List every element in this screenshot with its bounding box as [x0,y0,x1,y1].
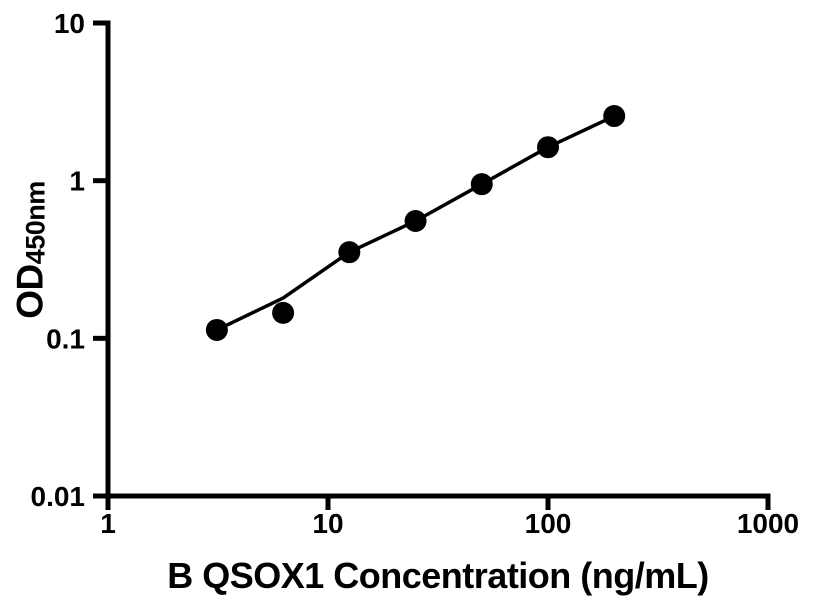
data-point-marker [603,105,626,128]
x-axis-tick-label: 10 [312,508,343,539]
y-axis-title-subscript: 450nm [20,181,51,265]
x-axis-tick-label: 100 [525,508,572,539]
data-point-marker [272,301,295,324]
x-axis-title: B QSOX1 Concentration (ng/mL) [167,555,709,596]
y-axis-tick-label: 0.01 [31,481,86,512]
x-axis-tick-label: 1 [100,508,116,539]
data-point-marker [537,136,559,159]
data-point-marker [205,318,228,341]
y-axis-tick-label: 10 [54,8,85,39]
data-point-marker [338,241,361,264]
y-axis-tick-label: 1 [69,166,85,197]
data-point-marker [404,209,427,232]
y-axis-tick-label: 0.1 [46,323,85,354]
y-axis-title-main: OD [9,264,51,319]
axis-spine [105,20,771,499]
y-axis-title: OD450nm [9,181,51,319]
x-axis-tick-label: 1000 [737,508,799,539]
data-point-marker [470,173,493,196]
